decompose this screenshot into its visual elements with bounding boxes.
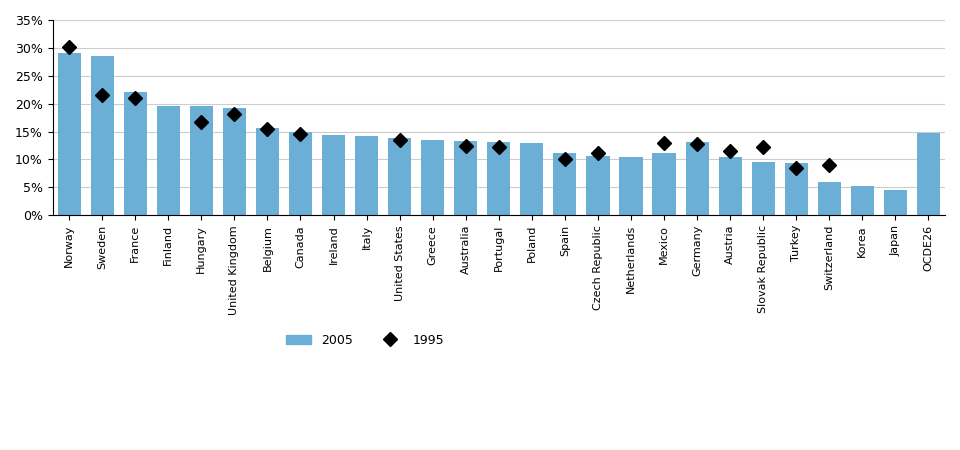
Bar (190, 107, 213, 215)
Bar (851, 185, 874, 215)
Bar (784, 163, 807, 215)
Bar (752, 162, 775, 215)
Bar (421, 140, 444, 215)
Bar (520, 143, 543, 215)
Bar (619, 157, 642, 215)
Bar (454, 141, 477, 215)
Bar (223, 108, 246, 215)
Bar (156, 107, 180, 215)
Bar (388, 138, 411, 215)
Bar (917, 133, 940, 215)
Bar (587, 156, 610, 215)
Bar (653, 153, 676, 215)
Bar (719, 157, 742, 215)
Bar (355, 136, 378, 215)
Bar (322, 135, 345, 215)
Bar (685, 142, 708, 215)
Legend: 2005, 1995: 2005, 1995 (280, 329, 449, 352)
Bar (90, 56, 113, 215)
Bar (488, 142, 511, 215)
Bar (256, 128, 279, 215)
Bar (818, 182, 841, 215)
Bar (124, 93, 147, 215)
Bar (884, 190, 907, 215)
Bar (289, 132, 312, 215)
Bar (58, 54, 81, 215)
Bar (553, 153, 576, 215)
